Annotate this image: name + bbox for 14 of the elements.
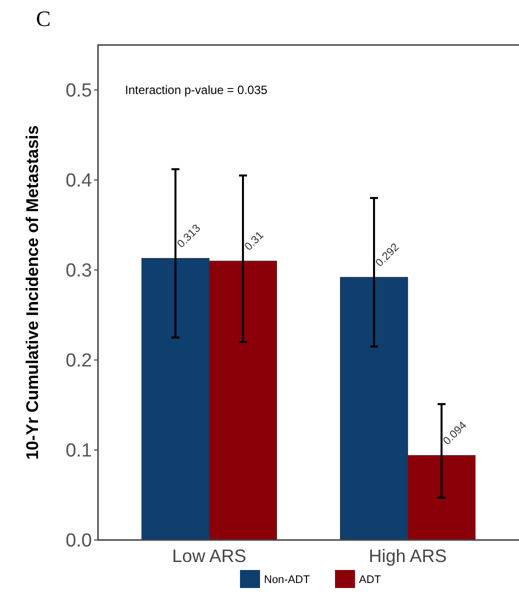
y-axis-title: 10-Yr Cumulative Incidence of Metastasis	[23, 125, 42, 460]
text: C	[36, 6, 51, 31]
annotation: Interaction p-value = 0.035	[125, 83, 268, 97]
y-tick-label: 0.0	[66, 530, 92, 552]
y-tick-label: 0.1	[66, 440, 92, 462]
x-tick-label: High ARS	[368, 546, 447, 566]
legend-label: ADT	[359, 574, 382, 586]
y-tick-label: 0.2	[66, 350, 92, 372]
x-tick-label: Low ARS	[172, 546, 246, 566]
y-tick-label: 0.4	[66, 170, 92, 192]
legend-label: Non-ADT	[264, 574, 310, 586]
y-tick-label: 0.3	[66, 260, 92, 282]
data-label: 0.31	[242, 229, 266, 254]
y-tick-label: 0.5	[66, 80, 92, 102]
